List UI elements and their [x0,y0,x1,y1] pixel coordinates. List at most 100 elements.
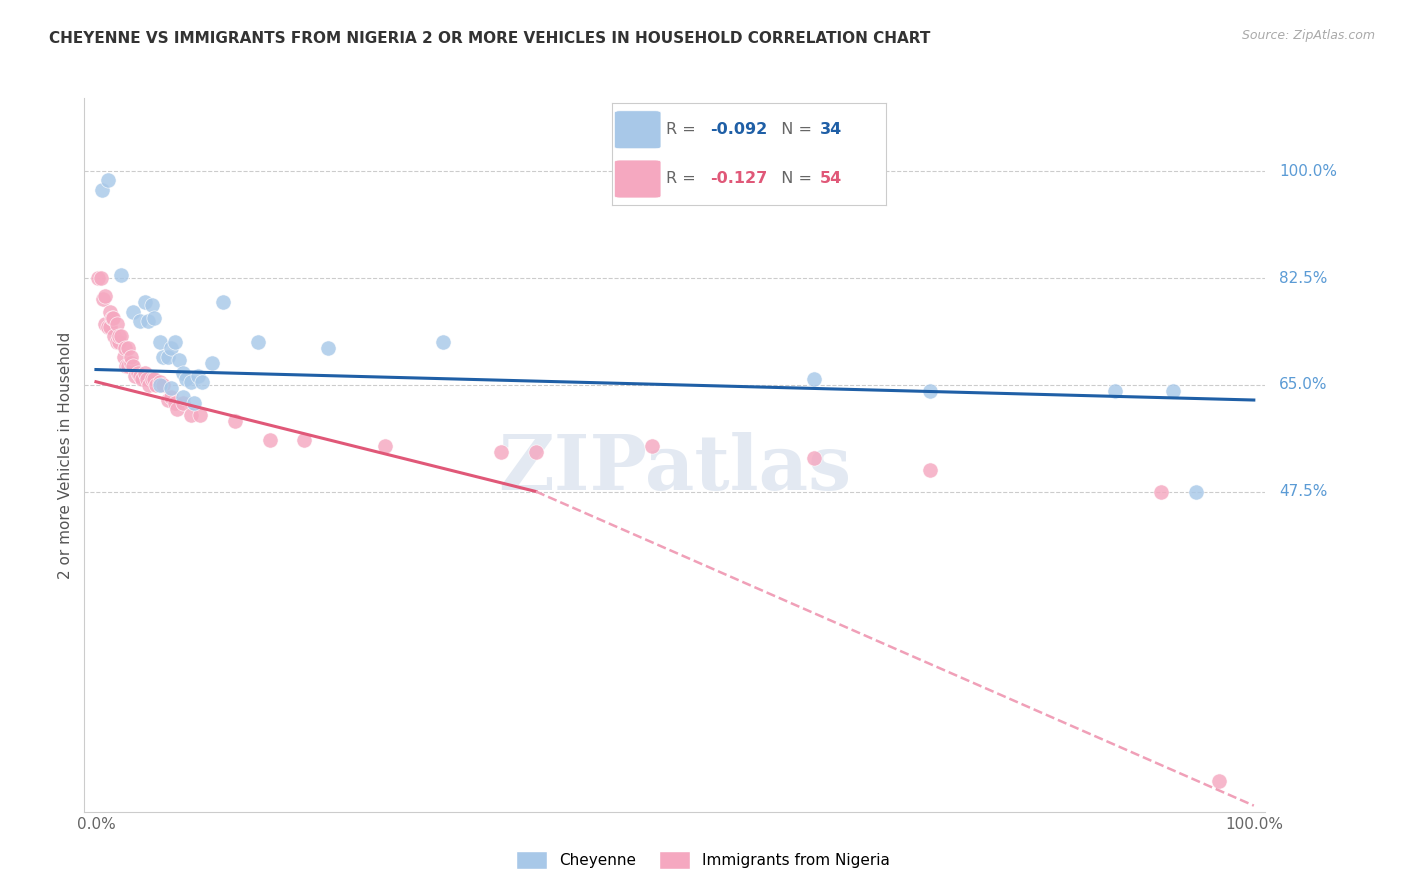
Point [172,396,194,410]
Point [122,359,145,374]
Point [91,293,114,307]
Point [172,390,194,404]
Point [316,341,339,355]
Point [1161,384,1184,398]
Text: ZIPatlas: ZIPatlas [498,433,852,506]
Point [138,377,160,392]
Point [163,335,186,350]
Point [180,409,202,423]
Point [1104,384,1126,398]
Point [641,439,664,453]
Point [105,317,128,331]
Point [135,372,157,386]
Text: N =: N = [770,171,817,186]
Point [292,433,315,447]
FancyBboxPatch shape [614,160,661,198]
Point [201,356,224,370]
Point [803,450,825,465]
Point [122,304,145,318]
Point [149,335,172,350]
Point [90,183,112,197]
Point [96,319,118,334]
Point [918,384,941,398]
Point [174,372,197,386]
Point [160,381,183,395]
Point [169,353,191,368]
Point [90,271,112,285]
Y-axis label: 2 or more Vehicles in Household: 2 or more Vehicles in Household [58,331,73,579]
Point [108,329,131,343]
Point [110,268,132,282]
Text: N =: N = [770,121,817,136]
Point [149,375,172,389]
Point [247,335,270,350]
Point [98,304,121,318]
Point [212,295,235,310]
Point [141,372,163,386]
Point [1150,484,1173,499]
Point [183,396,205,410]
Point [108,335,131,350]
Point [489,445,512,459]
Text: -0.092: -0.092 [710,121,768,136]
Point [120,351,142,365]
Point [105,335,128,350]
Point [163,396,186,410]
Point [120,356,142,370]
Point [145,377,167,392]
Point [124,368,146,383]
Text: 82.5%: 82.5% [1279,270,1327,285]
Point [112,351,135,365]
Point [117,359,139,374]
Point [172,366,194,380]
Point [1208,774,1230,789]
Point [114,341,136,355]
Point [134,366,156,380]
Point [87,271,110,285]
Point [160,341,183,355]
Text: -0.127: -0.127 [710,171,768,186]
Point [127,366,149,380]
Point [96,173,118,187]
Point [259,433,281,447]
Point [136,314,159,328]
Legend: Cheyenne, Immigrants from Nigeria: Cheyenne, Immigrants from Nigeria [510,845,896,875]
Point [134,295,156,310]
Point [142,372,165,386]
Point [152,377,174,392]
Point [98,319,121,334]
Point [94,317,117,331]
Text: Source: ZipAtlas.com: Source: ZipAtlas.com [1241,29,1375,42]
Text: 47.5%: 47.5% [1279,484,1327,499]
Point [94,289,117,303]
Point [224,414,246,428]
Point [131,372,153,386]
Text: R =: R = [666,171,706,186]
Point [187,368,209,383]
Text: CHEYENNE VS IMMIGRANTS FROM NIGERIA 2 OR MORE VEHICLES IN HOUSEHOLD CORRELATION : CHEYENNE VS IMMIGRANTS FROM NIGERIA 2 OR… [49,31,931,46]
Point [432,335,454,350]
Point [103,329,125,343]
Point [166,402,188,417]
Point [110,329,132,343]
Point [180,375,202,389]
Point [129,368,152,383]
Point [152,351,174,365]
Text: 65.0%: 65.0% [1279,377,1327,392]
Point [142,310,165,325]
Point [115,359,138,374]
Point [1185,484,1208,499]
Point [101,310,124,325]
Point [103,310,125,325]
Point [156,351,179,365]
Text: 54: 54 [820,171,842,186]
Point [141,298,163,312]
Point [374,439,396,453]
Point [160,390,183,404]
Point [129,314,152,328]
Text: R =: R = [666,121,702,136]
FancyBboxPatch shape [614,111,661,149]
Text: 34: 34 [820,121,842,136]
Point [191,375,214,389]
Point [188,409,211,423]
